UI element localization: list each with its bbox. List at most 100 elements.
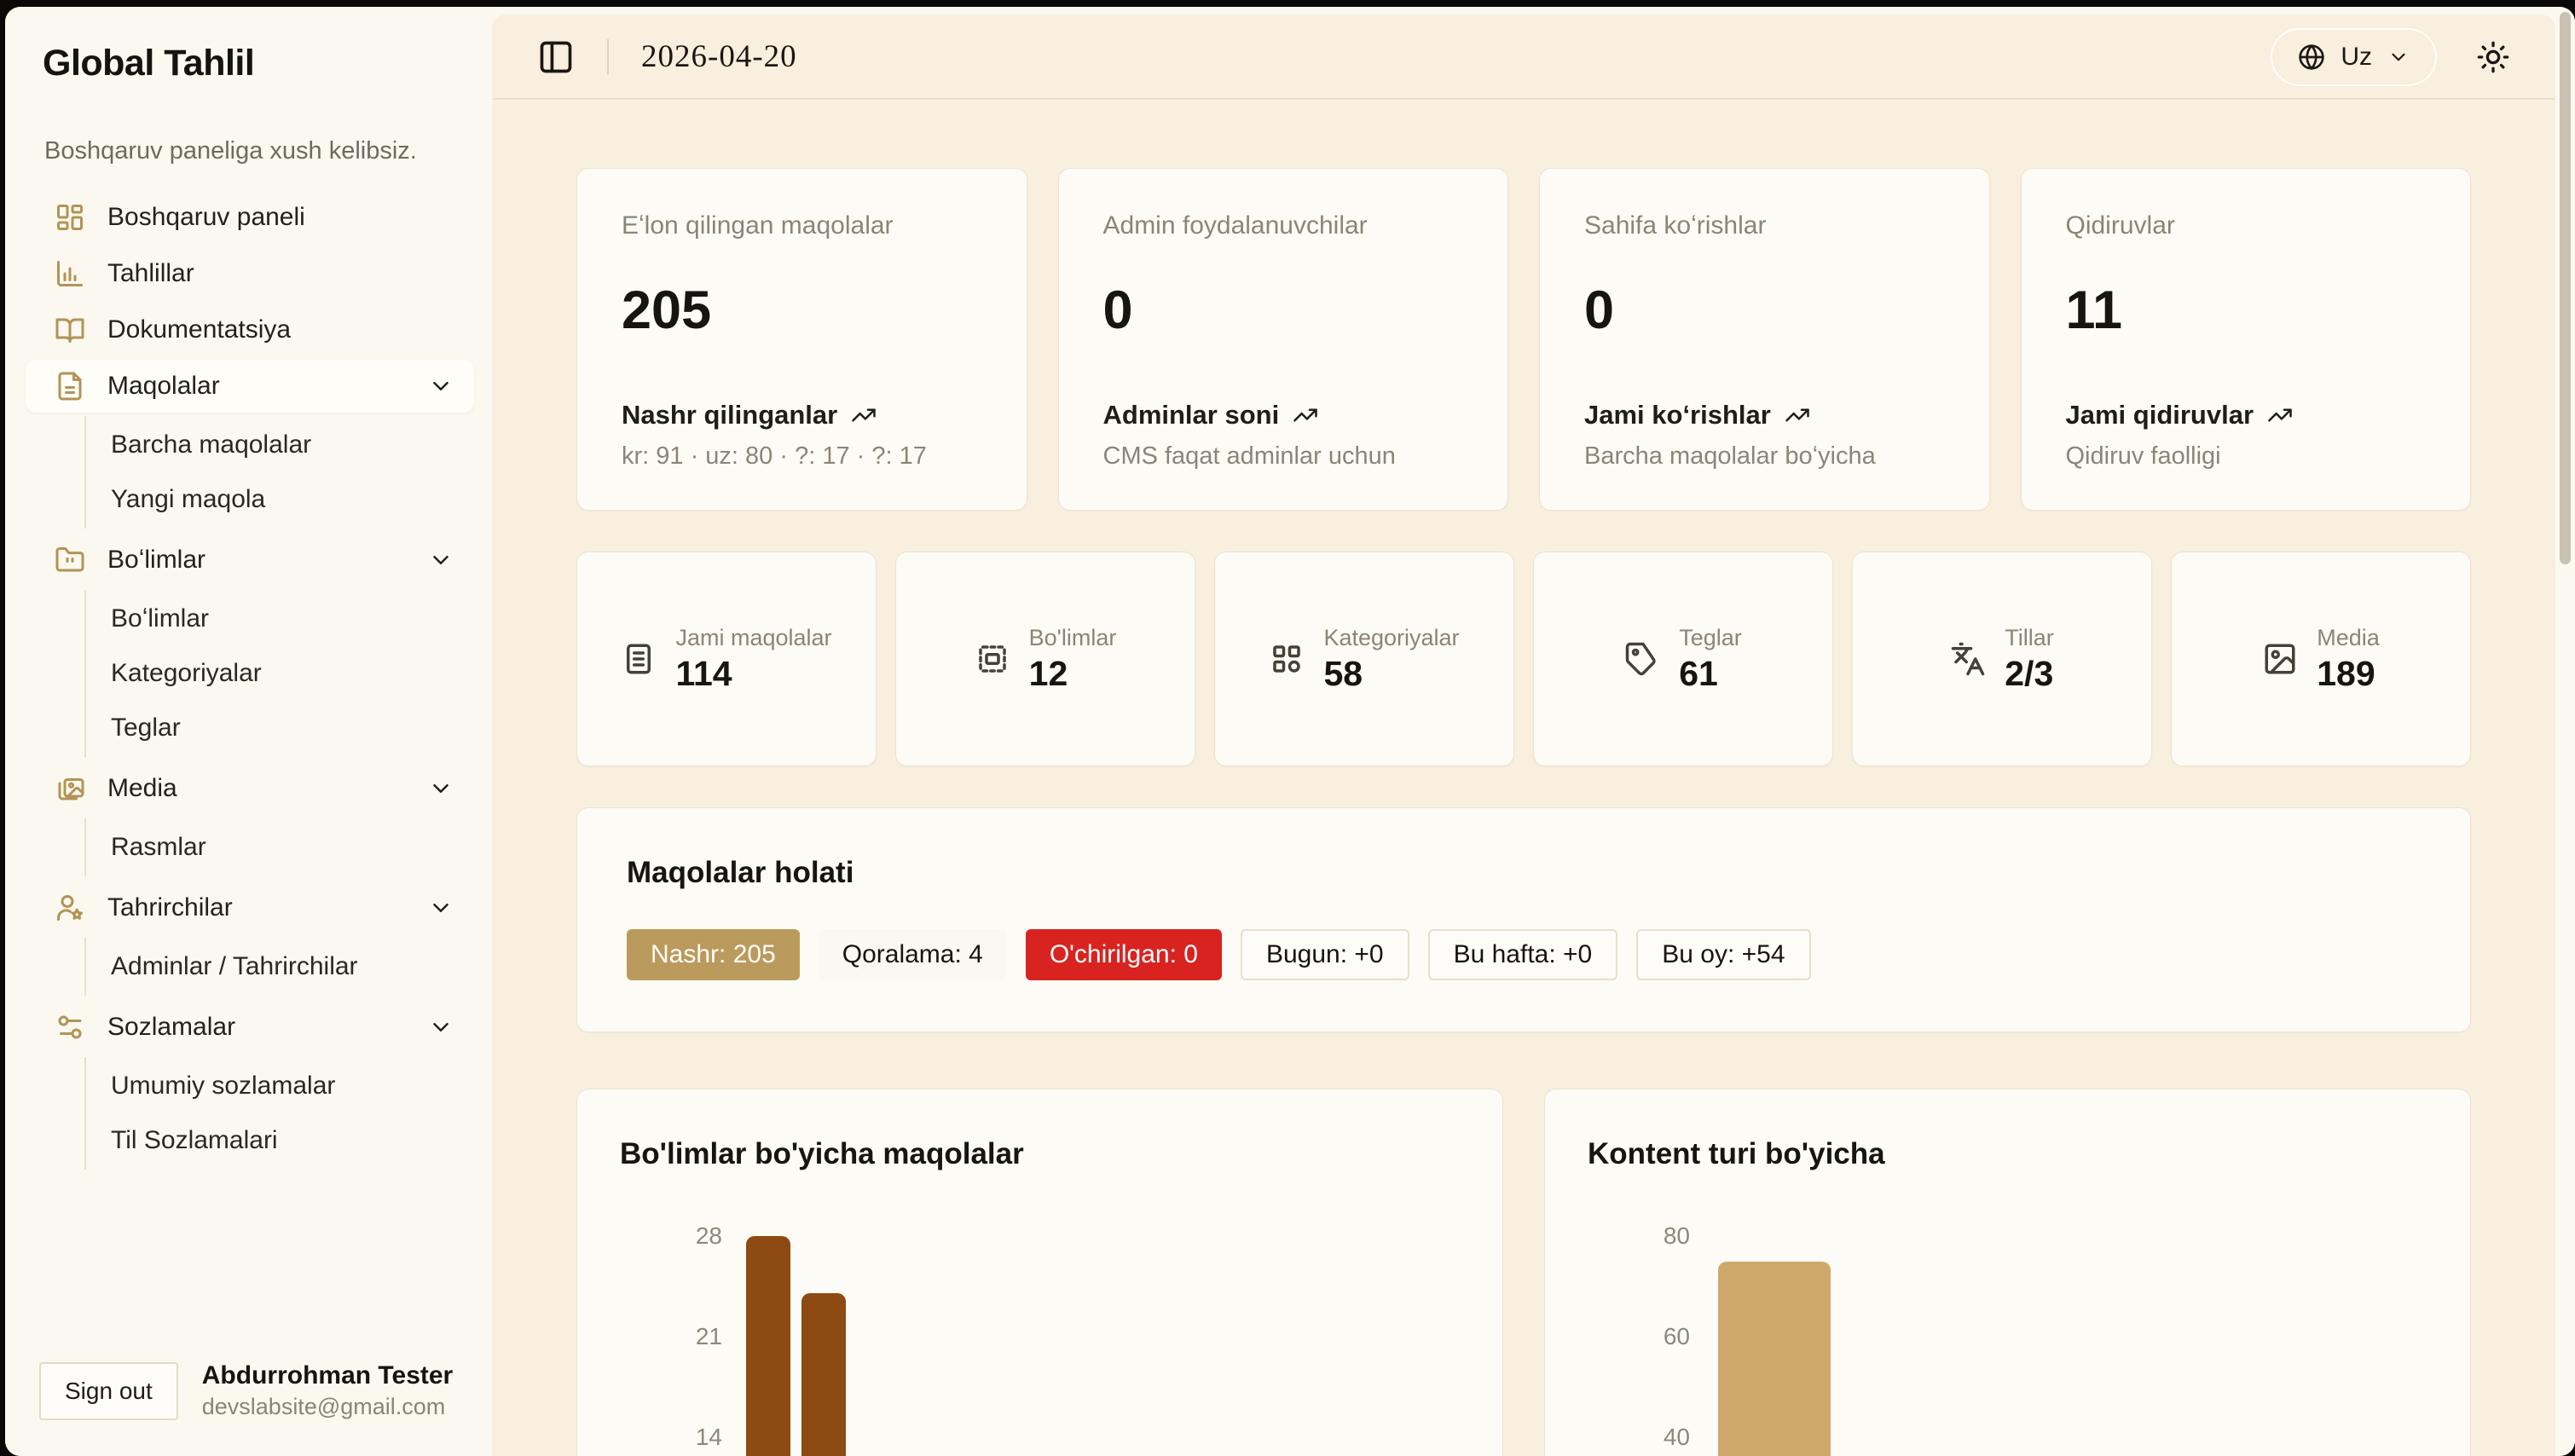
trending-up-icon xyxy=(851,402,877,428)
mini-stat-label: Tillar xyxy=(2005,624,2054,650)
y-axis-tick: 21 xyxy=(695,1323,722,1349)
chart-bar xyxy=(1718,1261,1831,1456)
sidebar-subgroup-bo-limlar: Boʻlimlar Kategoriyalar Teglar xyxy=(84,590,474,757)
book-open-icon xyxy=(55,315,85,345)
mini-stat-card-bo-limlar: Bo'limlar 12 xyxy=(895,552,1195,766)
mini-stat-card-jami-maqolalar: Jami maqolalar 114 xyxy=(576,552,877,766)
secondary-stats-row: Jami maqolalar 114 Bo'limlar 12 Kategoriyala… xyxy=(576,552,2471,766)
mini-stat-label: Jami maqolalar xyxy=(675,624,832,650)
sidebar-item-media[interactable]: Media xyxy=(26,762,474,815)
sidebar-subgroup-media: Rasmlar xyxy=(84,818,474,876)
languages-icon xyxy=(1950,641,1986,677)
sidebar-subitem-barcha-maqolalar[interactable]: Barcha maqolalar xyxy=(111,430,312,459)
sidebar-subitem-umumiy-sozlamalar[interactable]: Umumiy sozlamalar xyxy=(111,1072,336,1100)
chart-bar xyxy=(801,1293,846,1456)
mini-stat-text: Teglar 61 xyxy=(1679,625,1742,694)
sidebar-item-tahlillar[interactable]: Tahlillar xyxy=(26,247,474,300)
topbar-divider xyxy=(607,38,609,75)
status-badge-bugun: Bugun: +0 xyxy=(1240,929,1409,980)
mini-stat-text: Jami maqolalar 114 xyxy=(675,625,831,694)
app-window: Global Tahlil Boshqaruv paneliga xush ke… xyxy=(5,7,2575,1456)
sidebar-subgroup-maqolalar: Barcha maqolalar Yangi maqola xyxy=(84,416,474,529)
y-axis-tick: 80 xyxy=(1663,1222,1690,1249)
app-title: Global Tahlil xyxy=(43,43,255,84)
sidebar-footer: Sign out Abdurrohman Tester devslabsite@… xyxy=(5,1361,493,1456)
stat-footer-text: Jami qidiruvlar xyxy=(2065,400,2254,430)
sidebar-subgroup-sozlamalar: Umumiy sozlamalar Til Sozlamalari xyxy=(84,1057,474,1170)
chart-title: Bo'limlar bo'yicha maqolalar xyxy=(620,1137,1024,1170)
sidebar-item-bo-limlar[interactable]: Boʻlimlar xyxy=(26,534,474,586)
status-badge-bu-oy: Bu oy: +54 xyxy=(1636,929,1811,980)
sidebar-item-label: Tahrirchilar xyxy=(107,893,233,922)
stat-footer-sub: CMS faqat adminlar uchun xyxy=(1102,442,1396,470)
sidebar-item-tahrirchilar[interactable]: Tahrirchilar xyxy=(26,881,474,934)
primary-stats-row: Eʻlon qilingan maqolalar 205 Nashr qilinga… xyxy=(576,168,2471,511)
status-badge-nashr: Nashr: 205 xyxy=(627,929,800,980)
sidebar-item-label: Media xyxy=(107,774,177,802)
mini-stat-value: 114 xyxy=(675,653,732,693)
folder-icon xyxy=(55,545,85,575)
language-selector[interactable]: Uz xyxy=(2271,27,2437,86)
sidebar-subitem-yangi-maqola[interactable]: Yangi maqola xyxy=(111,485,266,513)
sidebar-item-maqolalar[interactable]: Maqolalar xyxy=(26,360,474,413)
status-badge-qoralama: Qoralama: 4 xyxy=(818,929,1007,980)
y-axis-tick: 40 xyxy=(1663,1424,1690,1450)
mini-stat-text: Bo'limlar 12 xyxy=(1029,625,1117,694)
sidebar-toggle-icon[interactable] xyxy=(537,38,575,76)
sidebar-subitem-bo-limlar[interactable]: Boʻlimlar xyxy=(111,604,210,633)
sidebar-subitem-kategoriyalar[interactable]: Kategoriyalar xyxy=(111,659,262,687)
mini-stat-label: Teglar xyxy=(1679,624,1742,650)
stat-footer-title: Jami koʻrishlar xyxy=(1584,400,1945,430)
stat-value: 11 xyxy=(2065,280,2123,340)
charts-row: Bo'limlar bo'yicha maqolalar 28 21 14 Konten… xyxy=(576,1089,2471,1456)
sidebar-item-label: Tahlillar xyxy=(107,259,194,287)
stat-value: 205 xyxy=(622,280,712,340)
sidebar-item-sozlamalar[interactable]: Sozlamalar xyxy=(26,1001,474,1054)
layout-grid-icon xyxy=(1269,641,1305,677)
mini-stat-value: 61 xyxy=(1679,653,1718,693)
chevron-down-icon xyxy=(428,1014,454,1040)
stat-footer: Jami koʻrishlar Barcha maqolalar boʻyicha xyxy=(1584,400,1945,471)
image-icon xyxy=(2262,641,2298,677)
mini-stat-card-kategoriyalar: Kategoriyalar 58 xyxy=(1214,552,1514,766)
chevron-down-icon xyxy=(428,547,454,573)
sidebar-item-label: Boshqaruv paneli xyxy=(107,203,305,231)
sidebar-item-boshqaruv-paneli[interactable]: Boshqaruv paneli xyxy=(26,191,474,244)
sidebar-item-dokumentatsiya[interactable]: Dokumentatsiya xyxy=(26,303,474,356)
mini-stat-label: Kategoriyalar xyxy=(1323,624,1460,650)
page-scrollbar xyxy=(2555,7,2575,1456)
sidebar-subitem-adminlar-tahrirchilar[interactable]: Adminlar / Tahrirchilar xyxy=(111,952,358,980)
theme-toggle-sun-icon[interactable] xyxy=(2476,40,2510,74)
trending-up-icon xyxy=(1785,402,1810,428)
mini-stat-text: Tillar 2/3 xyxy=(2005,625,2054,694)
stat-label: Eʻlon qilingan maqolalar xyxy=(622,211,894,240)
chart-plot-area: 80 60 40 xyxy=(1588,1205,2427,1456)
current-date: 2026-04-20 xyxy=(641,39,797,74)
sidebar-item-label: Sozlamalar xyxy=(107,1013,236,1041)
scrollbar-thumb[interactable] xyxy=(2560,12,2571,564)
topbar: 2026-04-20 Uz xyxy=(493,15,2555,100)
mini-stat-value: 58 xyxy=(1323,653,1363,693)
sign-out-button[interactable]: Sign out xyxy=(39,1361,178,1420)
tag-icon xyxy=(1624,641,1660,677)
sidebar-subitem-teglar[interactable]: Teglar xyxy=(111,714,181,742)
sidebar-subitem-rasmlar[interactable]: Rasmlar xyxy=(111,833,206,861)
sidebar-subitem-til-sozlamalari[interactable]: Til Sozlamalari xyxy=(111,1126,278,1154)
chevron-down-icon xyxy=(428,373,454,399)
stat-card-jami-ko-rishlar: Sahifa koʻrishlar 0 Jami koʻrishlar Barcha … xyxy=(1539,168,1990,511)
chevron-down-icon xyxy=(428,776,454,801)
file-text-icon xyxy=(55,371,85,402)
stat-value: 0 xyxy=(1584,280,1615,340)
mini-stat-text: Media 189 xyxy=(2317,625,2380,694)
mini-stat-text: Kategoriyalar 58 xyxy=(1323,625,1459,694)
mini-stat-card-teglar: Teglar 61 xyxy=(1533,552,1833,766)
stat-footer-sub: Qidiruv faolligi xyxy=(2065,442,2221,470)
status-badges: Nashr: 205 Qoralama: 4 O'chirilgan: 0 Bugun… xyxy=(627,929,2421,980)
status-badge-o-chirilgan: O'chirilgan: 0 xyxy=(1025,929,1222,980)
stat-footer-text: Jami koʻrishlar xyxy=(1584,400,1771,430)
stat-footer-text: Adminlar soni xyxy=(1102,400,1280,430)
y-axis-tick: 28 xyxy=(695,1222,722,1249)
settings-sliders-icon xyxy=(55,1012,85,1043)
article-status-card: Maqolalar holati Nashr: 205 Qoralama: 4 O'… xyxy=(576,807,2471,1032)
chart-card-kontent-turi-bo-yicha: Kontent turi bo'yicha 80 60 40 xyxy=(1544,1089,2471,1456)
